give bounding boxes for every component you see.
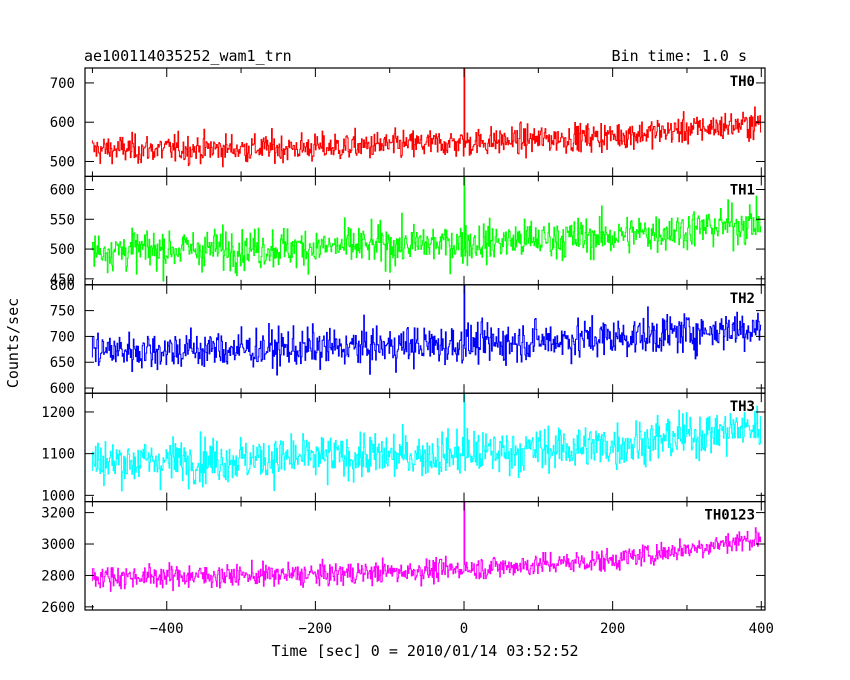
y-tick-label: 600: [50, 381, 75, 397]
y-tick-label: 1100: [41, 447, 75, 463]
y-tick-label: 3000: [41, 537, 75, 553]
y-tick-label: 750: [50, 304, 75, 320]
series-line-th3: [91, 393, 762, 492]
bin-time-label: Bin time: 1.0 s: [612, 47, 747, 65]
y-tick-label: 500: [50, 242, 75, 258]
series-line-th1: [91, 176, 762, 282]
series-label-th2: TH2: [730, 291, 755, 307]
x-tick-label: 200: [600, 621, 625, 637]
y-tick-label: 700: [50, 76, 75, 92]
y-tick-label: 1000: [41, 488, 75, 504]
series-label-th0: TH0: [730, 74, 755, 90]
y-tick-label: 500: [50, 154, 75, 170]
panel-th0: 500 600 700 TH0: [50, 67, 766, 178]
panel-frame: [84, 67, 766, 178]
x-axis-label: Time [sec] 0 = 2010/01/14 03:52:52: [271, 642, 578, 660]
panel-th2: 600 650 700 750 800 TH2: [50, 278, 766, 397]
y-tick-label: 2800: [41, 568, 75, 584]
y-tick-label: 3200: [41, 506, 75, 522]
x-tick-label: 0: [460, 621, 468, 637]
y-tick-label: 450: [50, 272, 75, 288]
panel-th1: 450 500 550 600 TH1: [50, 175, 766, 288]
y-tick-label: 800: [50, 278, 75, 294]
y-tick-label: 550: [50, 212, 75, 228]
y-tick-label: 2600: [41, 600, 75, 616]
y-tick-label: 1200: [41, 405, 75, 421]
series-label-th0123: TH0123: [704, 508, 755, 524]
y-tick-label: 650: [50, 355, 75, 371]
series-line-th0123: [91, 501, 762, 592]
x-tick-label: −400: [150, 621, 184, 637]
x-tick-label: 400: [749, 621, 774, 637]
y-tick-label: 600: [50, 115, 75, 131]
panels-group: 500 600 700 TH0 450 500 550 600 TH1 600 650 700 750 8…: [41, 67, 774, 637]
series-label-th3: TH3: [730, 399, 755, 415]
object-name: ae100114035252_wam1_trn: [84, 47, 292, 65]
series-label-th1: TH1: [730, 182, 755, 198]
y-tick-label: 600: [50, 183, 75, 199]
y-axis-label: Counts/sec: [4, 298, 22, 388]
panel-th3: 1000 1100 1200 TH3: [41, 392, 766, 504]
panel-th0123: 2600 2800 3000 3200 TH0123: [41, 501, 766, 616]
y-tick-label: 700: [50, 329, 75, 345]
panel-frame: [84, 501, 766, 611]
series-line-th2: [91, 284, 762, 376]
series-line-th0: [91, 68, 762, 168]
x-tick-label: −200: [299, 621, 333, 637]
